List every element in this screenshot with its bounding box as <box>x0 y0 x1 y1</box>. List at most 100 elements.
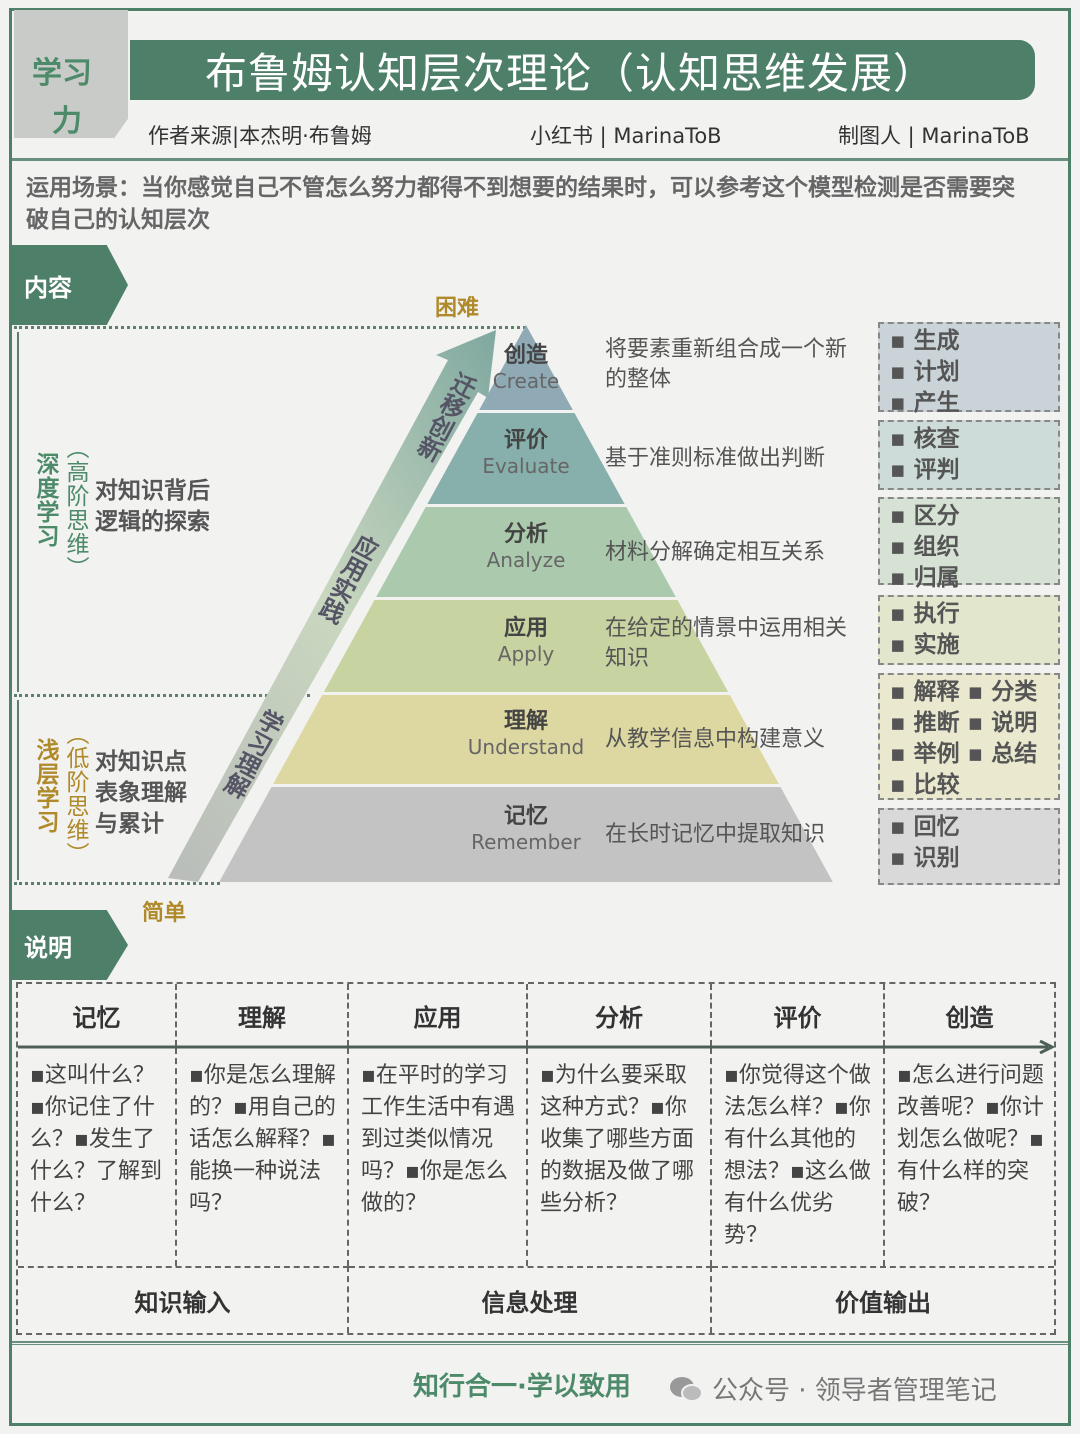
top-dotted-line <box>14 326 526 329</box>
level-en: Remember <box>471 830 581 854</box>
tag-line-2: 力 <box>52 104 82 139</box>
label-hard: 困难 <box>435 296 480 321</box>
verb-item: ▪ 归属 <box>890 565 960 591</box>
learning-tag: 学习 力 <box>14 10 128 138</box>
progress-arrow <box>168 330 496 882</box>
verb-item: ▪ 生成 <box>890 328 960 354</box>
level-label: 记忆 Remember <box>446 798 606 854</box>
wechat-name: 公众号 · 领导者管理笔记 <box>712 1376 997 1406</box>
slogan: 知行合一·学以致用 <box>413 1372 631 1402</box>
level-verbs: ▪ 解释 ▪ 分类 ▪ 推断 ▪ 说明 ▪ 举例 ▪ 总结 ▪ 比较 <box>878 673 1060 800</box>
verb-item: ▪ 识别 <box>890 845 960 871</box>
table-header: 分析 <box>528 984 712 1046</box>
level-verbs: ▪ 区分 ▪ 组织 ▪ 归属 <box>878 497 1060 591</box>
maker-credit: 制图人 | MarinaToB <box>838 124 1030 148</box>
author-source: 作者来源|本杰明·布鲁姆 <box>148 124 372 148</box>
pyramid-layer-apply <box>323 600 729 692</box>
bottom-dotted-line <box>14 882 220 885</box>
mid-dotted-line <box>14 694 310 697</box>
verb-item: ▪ 区分 <box>890 503 960 529</box>
wechat-account: 公众号 · 领导者管理笔记 <box>668 1370 997 1407</box>
verb-item: ▪ 核查 <box>890 426 960 452</box>
level-verbs: ▪ 核查 ▪ 评判 <box>878 420 1060 490</box>
pyramid-layer-evaluate <box>427 413 625 504</box>
shallow-desc-line: 与累计 <box>95 811 164 837</box>
level-en: Evaluate <box>482 454 570 478</box>
table-header: 创造 <box>945 1003 994 1032</box>
table-cell: ▪在平时的学习工作生活中有遇到过类似情况吗？▪你是怎么做的？ <box>349 1048 528 1266</box>
pyramid-layer-remember <box>219 787 833 882</box>
verb-item: ▪ 解释 ▪ 分类 <box>890 679 1038 705</box>
verb-item: ▪ 计划 <box>890 359 960 385</box>
level-cn: 应用 <box>503 615 548 641</box>
verb-item: ▪ 推断 ▪ 说明 <box>890 710 1038 736</box>
level-en: Create <box>492 369 560 393</box>
level-label: 创造 Create <box>446 337 606 393</box>
pyramid-layer-analyze <box>376 507 676 597</box>
table-header: 应用 <box>349 984 528 1046</box>
level-cn: 评价 <box>503 428 548 453</box>
level-cn: 创造 <box>503 343 548 368</box>
level-description: 材料分解确定相互关系 <box>605 539 826 565</box>
verb-item: ▪ 产生 <box>890 390 960 416</box>
deep-desc-line: 对知识背后 <box>95 478 210 504</box>
table-footer: 价值输出 <box>712 1266 1054 1333</box>
verb-item: ▪ 比较 <box>890 772 960 798</box>
page-title: 布鲁姆认知层次理论（认知思维发展） <box>130 40 1035 100</box>
wechat-icon <box>670 1376 703 1402</box>
table-footer: 信息处理 <box>349 1266 712 1333</box>
level-description: 将要素重新组合成一个新的整体 <box>605 337 848 392</box>
shallow-desc-line: 表象理解 <box>95 780 187 806</box>
verb-item: ▪ 评判 <box>890 457 960 483</box>
tag-line-1: 学习 <box>32 56 92 91</box>
shallow-learning-sub: （低阶思维） <box>62 722 88 866</box>
deep-learning-sub: （高阶思维） <box>62 436 88 580</box>
table-cell: ▪怎么进行问题改善呢？▪你计划怎么做呢？▪有什么样的突破？ <box>897 1063 1044 1216</box>
level-en: Analyze <box>486 547 566 572</box>
footer-divider <box>12 1341 1068 1345</box>
progress-arrow-line <box>18 1040 1056 1054</box>
level-verbs: ▪ 执行 ▪ 实施 <box>878 595 1060 665</box>
table-header: 理解 <box>177 984 349 1046</box>
label-easy: 简单 <box>142 901 187 926</box>
divider <box>12 158 1068 161</box>
deep-learning-label: 深度学习 <box>32 452 58 548</box>
level-label: 评价 Evaluate <box>446 422 606 478</box>
table-cell: ▪这叫什么？▪你记住了什么？▪发生了什么？了解到什么？ <box>18 1048 177 1266</box>
level-cn: 理解 <box>503 709 548 734</box>
deep-desc-line: 逻辑的探索 <box>95 509 210 535</box>
level-description: 从教学信息中构建意义 <box>605 727 826 752</box>
level-label: 理解 Understand <box>446 703 606 759</box>
deep-desc: 对知识背后 逻辑的探索 <box>95 476 210 538</box>
table-header: 记忆 <box>18 984 177 1046</box>
level-description: 在长时记忆中提取知识 <box>605 822 826 847</box>
verb-item: ▪ 组织 <box>890 534 960 560</box>
level-description: 在给定的情景中运用相关知识 <box>605 615 848 671</box>
table-cell: ▪你是怎么理解的？▪用自己的话怎么解释？▪能换一种说法吗？ <box>177 1048 349 1266</box>
table-cell: ▪为什么要采取这种方式？▪你收集了哪些方面的数据及做了哪些分析？ <box>528 1048 712 1266</box>
level-label: 分析 Analyze <box>446 516 606 572</box>
shallow-desc-line: 对知识点 <box>95 749 187 775</box>
level-label: 应用 Apply <box>446 610 606 666</box>
verb-item: ▪ 回忆 <box>890 814 960 840</box>
table-footer: 知识输入 <box>18 1266 349 1333</box>
verb-item: ▪ 执行 <box>890 601 960 627</box>
shallow-range-line <box>17 700 19 880</box>
section-content-tab: 内容 <box>10 245 128 325</box>
table-header: 评价 <box>712 984 885 1046</box>
level-en: Understand <box>467 735 585 759</box>
level-description: 基于准则标准做出判断 <box>605 446 826 471</box>
usage-scenario: 运用场景：当你感觉自己不管怎么努力都得不到想要的结果时，可以参考这个模型检测是否… <box>26 175 1015 233</box>
level-en: Apply <box>497 641 555 666</box>
deep-range-line <box>17 332 19 692</box>
question-table: 记忆 ▪这叫什么？▪你记住了什么？▪发生了什么？了解到什么？ 理解 ▪你是怎么理解… <box>16 982 1056 1335</box>
verb-item: ▪ 举例 ▪ 总结 <box>890 741 1038 767</box>
level-cn: 分析 <box>503 521 548 547</box>
section-explain-tab: 说明 <box>10 910 128 980</box>
verb-item: ▪ 实施 <box>890 632 960 658</box>
table-cell: ▪你觉得这个做法怎么样？▪你有什么其他的想法？▪这么做有什么优劣势？ <box>712 1048 885 1266</box>
xiaohongshu-credit: 小红书 | MarinaToB <box>530 124 722 148</box>
level-cn: 记忆 <box>503 804 548 829</box>
level-verbs: ▪ 回忆 ▪ 识别 <box>878 808 1060 885</box>
